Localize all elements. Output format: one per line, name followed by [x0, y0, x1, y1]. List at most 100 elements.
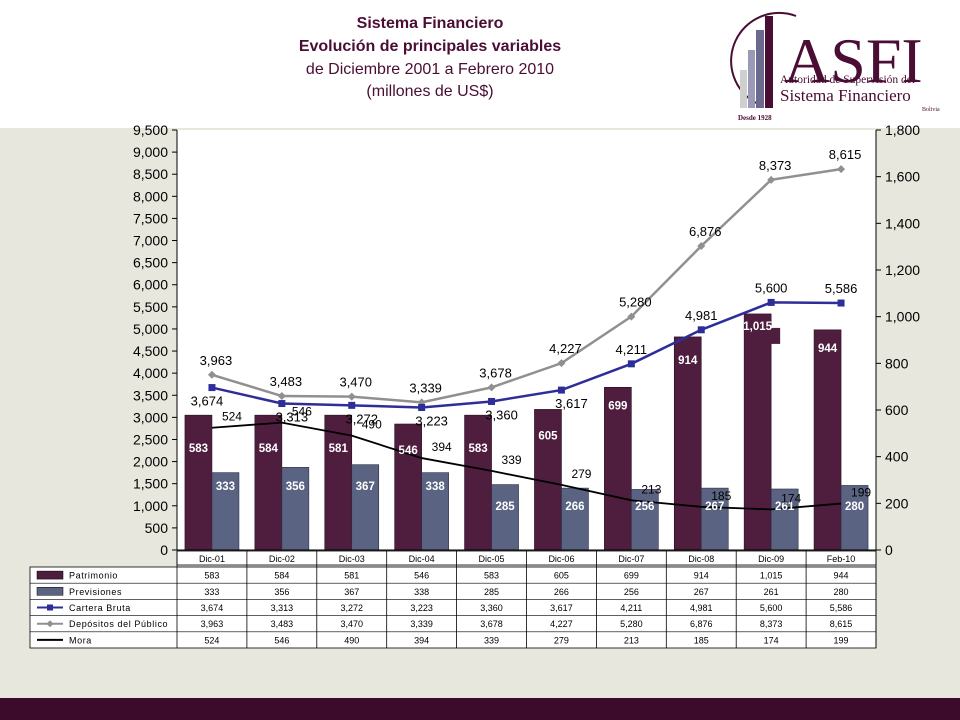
left-tick-label: 9,500 — [133, 122, 168, 138]
marker-cartera — [488, 397, 496, 405]
right-tick-label: 800 — [885, 355, 909, 371]
table-cell: 199 — [834, 635, 849, 645]
right-tick-label: 0 — [885, 542, 893, 558]
bar-previsiones — [281, 467, 310, 551]
label-depositos: 8,615 — [829, 147, 862, 162]
label-previsiones: 280 — [845, 501, 864, 513]
left-tick-label: 7,500 — [133, 210, 168, 226]
label-depositos: 5,280 — [619, 295, 652, 310]
bar-previsiones — [840, 485, 869, 551]
left-tick-label: 500 — [145, 520, 169, 536]
label-depositos: 4,227 — [549, 341, 582, 356]
label-patrimonio: 1,015 — [743, 321, 772, 333]
label-patrimonio: 546 — [399, 445, 418, 457]
bar-patrimonio — [184, 414, 213, 551]
table-cell: 524 — [204, 635, 219, 645]
table-cell: 5,280 — [620, 619, 643, 629]
table-cell: 3,360 — [480, 603, 503, 613]
bar-patrimonio — [324, 414, 353, 551]
marker-cartera — [767, 298, 775, 306]
bar-patrimonio — [254, 414, 283, 551]
marker-cartera — [557, 386, 565, 394]
label-box — [745, 327, 781, 344]
left-tick-label: 2,000 — [133, 454, 168, 470]
bar-patrimonio — [673, 336, 702, 551]
logo-since: Desde 1928 — [738, 114, 772, 122]
label-mora: 185 — [711, 489, 731, 503]
left-tick-label: 7,000 — [133, 233, 168, 249]
footer-bar — [0, 698, 960, 720]
label-mora: 174 — [781, 491, 801, 505]
marker-depositos — [697, 242, 706, 251]
label-previsiones: 338 — [426, 481, 446, 493]
legend-label: Previsiones — [69, 587, 122, 597]
bar-previsiones — [351, 464, 380, 551]
bar-previsiones — [211, 472, 240, 551]
table-cell: 6,876 — [690, 619, 713, 629]
category-label: Feb-10 — [827, 554, 856, 564]
table-cell: 3,483 — [271, 619, 294, 629]
right-tick-label: 1,600 — [885, 169, 920, 185]
title-line-4: (millones de US$) — [366, 83, 494, 100]
category-label: Dic-02 — [269, 554, 295, 564]
marker-depositos — [767, 175, 776, 184]
right-tick-label: 1,200 — [885, 262, 920, 278]
label-mora: 546 — [292, 405, 312, 419]
bar-patrimonio — [464, 414, 492, 551]
label-previsiones: 367 — [356, 481, 375, 493]
label-cartera: 4,211 — [616, 342, 648, 357]
label-patrimonio: 583 — [189, 443, 208, 455]
data-labels: 5833333,9633,6745245843563,4833,31354658… — [189, 147, 872, 513]
table-cell: 394 — [414, 635, 429, 645]
left-tick-label: 5,000 — [133, 321, 168, 337]
label-mora: 213 — [641, 482, 661, 496]
label-depositos: 3,470 — [339, 375, 372, 390]
label-previsiones: 333 — [216, 481, 235, 493]
left-tick-label: 9,000 — [133, 144, 168, 160]
label-depositos: 3,678 — [479, 365, 512, 380]
logo-wordmark: ASFI — [784, 25, 923, 96]
table-cell: 8,373 — [760, 619, 783, 629]
asfi-logo: ASFI Autoridad de Supervisión del Sistem… — [730, 11, 940, 122]
table-cell: 3,223 — [410, 603, 433, 613]
logo-subtitle-2: Sistema Financiero — [780, 86, 911, 105]
label-patrimonio: 581 — [329, 443, 349, 455]
label-mora: 524 — [222, 410, 242, 424]
label-mora: 279 — [571, 467, 591, 481]
table-cell: 490 — [344, 635, 359, 645]
label-previsiones: 261 — [775, 501, 795, 513]
label-patrimonio: 944 — [818, 343, 838, 355]
title-line-3: de Diciembre 2001 a Febrero 2010 — [305, 61, 555, 78]
label-depositos: 8,373 — [759, 158, 792, 173]
left-tick-label: 8,500 — [133, 166, 168, 182]
label-mora: 339 — [502, 453, 522, 467]
table-cell: 914 — [694, 571, 709, 581]
table-cell: 583 — [484, 571, 499, 581]
bar-previsiones — [770, 488, 799, 551]
label-depositos: 3,963 — [200, 353, 233, 368]
left-tick-label: 4,000 — [133, 365, 168, 381]
logo-country: Bolivia — [922, 107, 940, 113]
marker-depositos — [207, 370, 216, 379]
table-cell: 3,963 — [201, 619, 224, 629]
line-mora — [211, 421, 842, 511]
table-cell: 356 — [274, 587, 289, 597]
table-cell: 583 — [204, 571, 219, 581]
table-cell: 4,211 — [620, 603, 642, 613]
table-cell: 581 — [344, 571, 359, 581]
table-cell: 4,227 — [550, 619, 573, 629]
table-cell: 174 — [764, 635, 779, 645]
bar-previsiones — [561, 487, 589, 551]
line-cartera — [211, 301, 842, 409]
label-cartera: 3,223 — [415, 414, 448, 429]
bar-patrimonio — [813, 329, 842, 551]
table-cell: 584 — [274, 571, 289, 581]
marker-depositos — [487, 383, 496, 392]
label-previsiones: 266 — [565, 501, 584, 513]
table-cell: 546 — [274, 635, 289, 645]
bar-patrimonio — [743, 313, 772, 551]
label-mora: 490 — [362, 418, 382, 432]
label-mora: 394 — [432, 440, 452, 454]
category-label: Dic-06 — [548, 554, 574, 564]
left-tick-label: 2,500 — [133, 431, 168, 447]
